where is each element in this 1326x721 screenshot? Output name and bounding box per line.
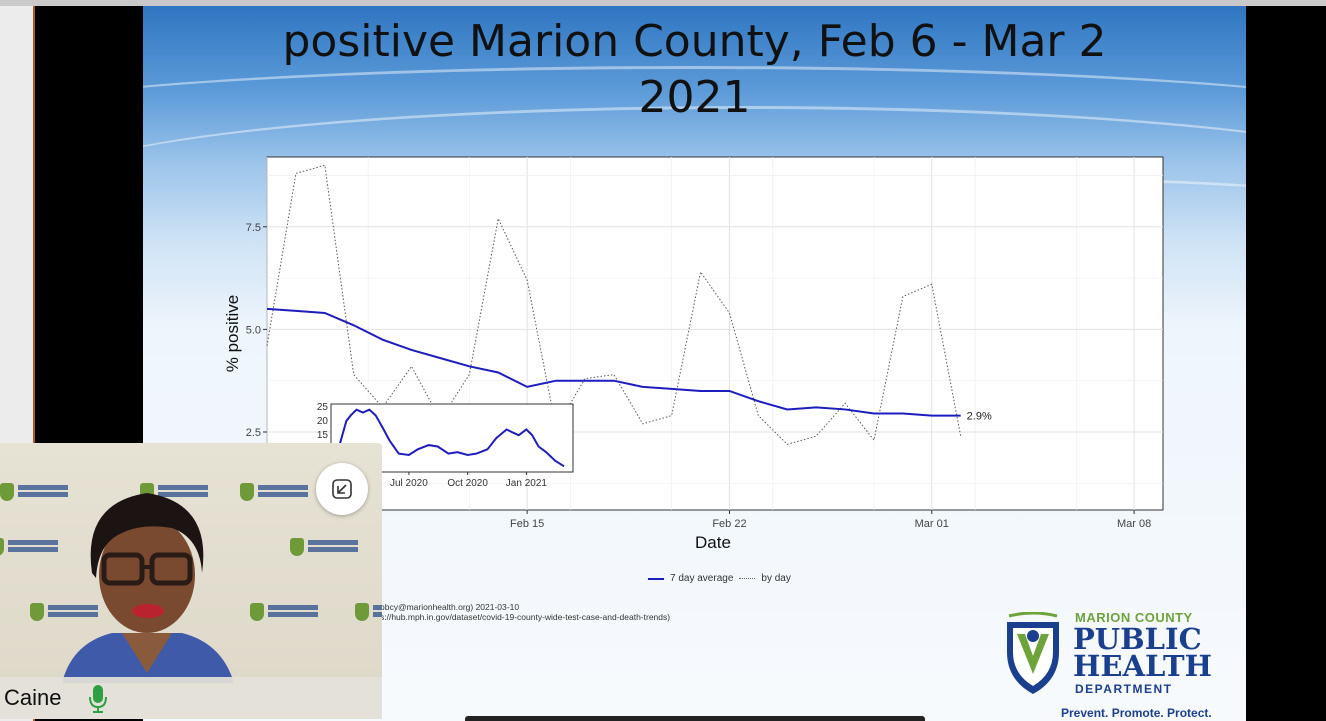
series-7day-avg-line xyxy=(266,307,961,417)
mcphd-logo: MARION COUNTY PUBLIC HEALTH DEPARTMENT P… xyxy=(1003,606,1233,720)
legend-swatch-daily xyxy=(739,578,756,579)
expand-icon xyxy=(332,479,352,499)
y-tick-label: 5.0 xyxy=(246,324,261,336)
slide-title-line2: 2021 xyxy=(638,72,751,123)
x-tick-label: Mar 08 xyxy=(1117,518,1151,530)
slide-swoosh xyxy=(143,106,1246,269)
wall-logo xyxy=(0,538,62,558)
logo-text-line3: HEALTH xyxy=(1073,649,1213,683)
wall-logo xyxy=(0,483,72,503)
inset-x-tick-label: Jan 2021 xyxy=(506,478,548,489)
inset-series-line xyxy=(338,408,565,468)
window-top-bar xyxy=(0,0,1326,6)
shared-slide: positive Marion County, Feb 6 - Mar 2 20… xyxy=(143,6,1246,721)
x-tick-label: Mar 01 xyxy=(915,518,949,530)
participant-video[interactable]: Caine xyxy=(0,443,382,719)
inset-x-tick-label: Oct 2020 xyxy=(447,478,488,489)
speaker-avatar xyxy=(62,493,234,683)
inset-x-tick-label: Jul 2020 xyxy=(390,478,428,489)
right-letterbox xyxy=(1246,6,1326,721)
shield-logo-icon xyxy=(1007,612,1059,694)
slide-title: positive Marion County, Feb 6 - Mar 2 20… xyxy=(143,14,1246,126)
y-tick-label: 2.5 xyxy=(246,427,261,439)
x-axis-label: Date xyxy=(695,533,731,552)
x-tick-label: Feb 15 xyxy=(510,518,544,530)
inset-y-tick-label: 15 xyxy=(317,430,329,441)
y-tick-label: 7.5 xyxy=(246,222,261,234)
slide-swoosh xyxy=(143,66,1246,189)
expand-button[interactable] xyxy=(316,463,368,515)
inset-y-tick-label: 25 xyxy=(317,402,329,413)
y-axis-label: % positive xyxy=(223,295,242,372)
legend-label-avg: 7 day average xyxy=(670,573,734,584)
logo-text-line2: PUBLIC xyxy=(1073,622,1202,656)
wall-logo xyxy=(290,538,362,558)
logo-text-line4: DEPARTMENT xyxy=(1075,682,1173,696)
source-line-1: obcy@marionhealth.org) 2021-03-10 xyxy=(380,602,520,612)
participant-name: Caine xyxy=(4,685,62,710)
chart-legend: 7 day average by day xyxy=(648,573,791,584)
end-value-label: 2.9% xyxy=(967,411,992,423)
source-caption: obcy@marionhealth.org) 2021-03-10 s://hu… xyxy=(380,602,670,622)
source-line-2: s://hub.mph.in.gov/dataset/covid-19-coun… xyxy=(380,612,671,622)
inset-y-tick-label: 20 xyxy=(317,416,329,427)
wall-logo xyxy=(355,603,382,623)
wall-logo xyxy=(240,483,312,503)
logo-tagline: Prevent. Promote. Protect. xyxy=(1061,706,1212,720)
wall-logo xyxy=(250,603,322,623)
legend-label-daily: by day xyxy=(761,573,791,584)
microphone-icon[interactable] xyxy=(88,683,108,713)
x-tick-label: Feb 22 xyxy=(712,518,746,530)
logo-text-line1: MARION COUNTY xyxy=(1075,610,1193,625)
bottom-toolbar-handle[interactable] xyxy=(465,716,925,721)
slide-title-line1: positive Marion County, Feb 6 - Mar 2 xyxy=(282,16,1107,67)
participant-name-bar: Caine xyxy=(0,677,382,719)
wall-logo xyxy=(30,603,102,623)
legend-swatch-avg xyxy=(648,577,664,580)
